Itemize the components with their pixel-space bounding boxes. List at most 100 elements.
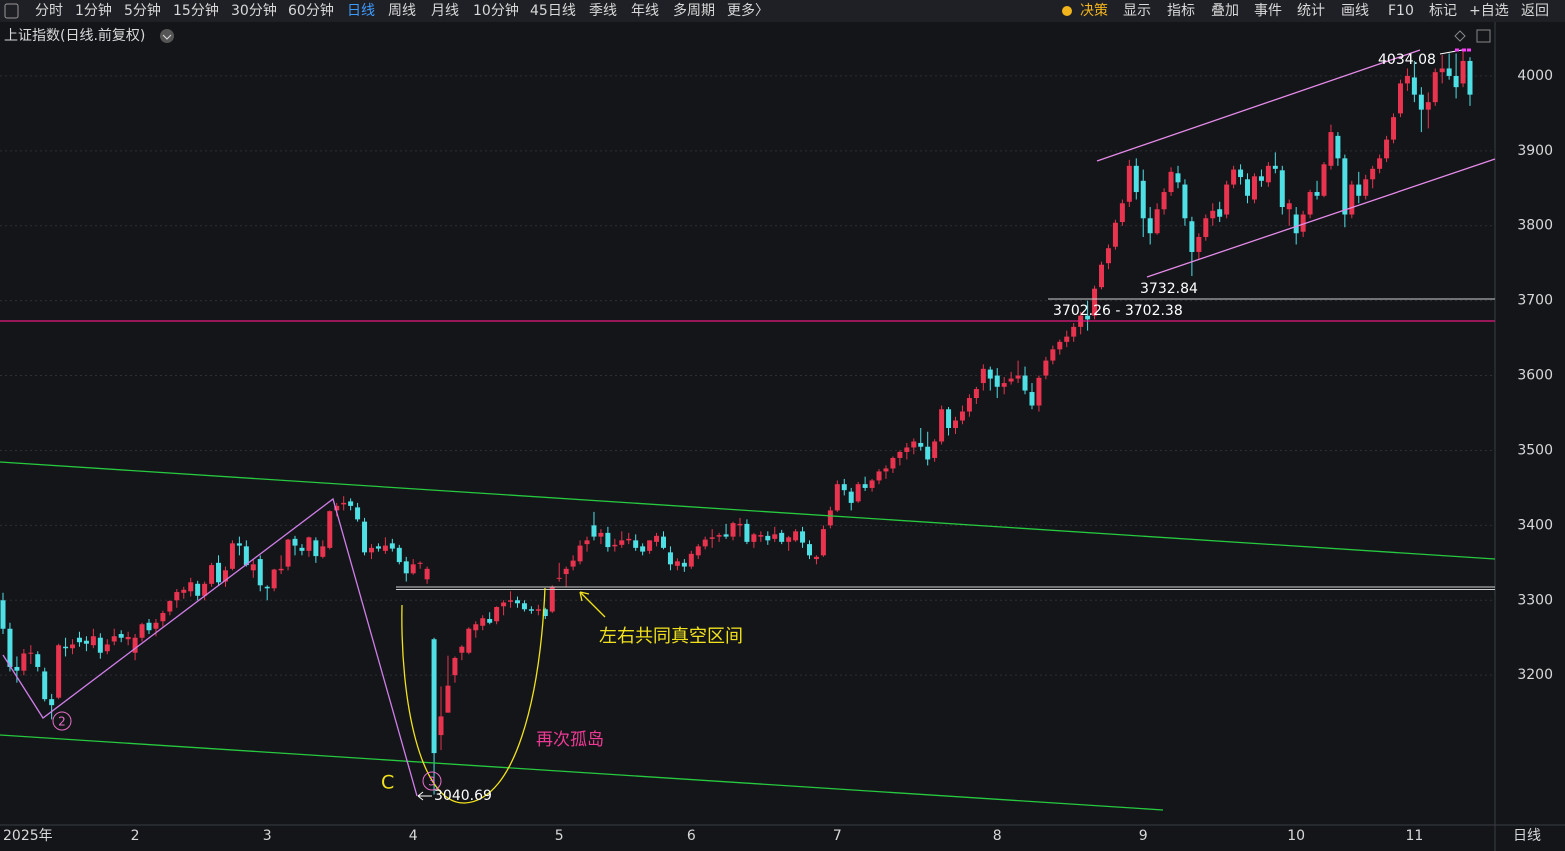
price-annotation: 4034.08: [1378, 52, 1436, 68]
channel-line: [1096, 49, 1421, 162]
candle-body: [1161, 192, 1167, 210]
candle-body: [1008, 378, 1014, 382]
candle-body: [278, 568, 284, 571]
candle-body: [1391, 117, 1397, 140]
candle-body: [70, 644, 76, 649]
toolbar-item[interactable]: 返回: [1521, 3, 1549, 19]
candle-body: [904, 447, 910, 452]
toolbar-item[interactable]: +自选: [1469, 3, 1509, 19]
toolbar-item[interactable]: 45日线: [530, 3, 576, 19]
note-arrow: [579, 591, 606, 618]
candle-body: [535, 609, 541, 611]
candle-body: [257, 559, 263, 586]
candle-body: [1105, 248, 1111, 264]
candle-body: [577, 545, 583, 562]
candle-body: [1182, 184, 1188, 219]
candle-body: [76, 637, 82, 643]
toolbar-item[interactable]: 标记: [1429, 3, 1457, 19]
candle-body: [800, 531, 806, 543]
candle-body: [619, 540, 625, 545]
y-tick-label: 3700: [1517, 293, 1553, 309]
window-icon[interactable]: [1476, 29, 1491, 43]
toolbar: [0, 0, 1565, 22]
candle-body: [1057, 341, 1063, 350]
candle-body: [285, 539, 291, 567]
toolbar-item[interactable]: 决策: [1080, 2, 1108, 19]
candle-body: [1168, 171, 1174, 193]
candle-body: [1446, 68, 1452, 76]
candle-body: [1335, 135, 1341, 159]
candle-body: [772, 534, 778, 539]
wave-circle: [52, 711, 72, 731]
candle-body: [35, 654, 41, 667]
candle-body: [42, 671, 48, 700]
candle-body: [1418, 94, 1424, 110]
candle-body: [1397, 83, 1403, 114]
plot-area: [0, 50, 1495, 795]
price-annotation: 3040.69: [434, 788, 492, 804]
candle-body: [779, 532, 785, 542]
candle-body: [654, 535, 660, 542]
candle-body: [1015, 375, 1021, 379]
candle-body: [681, 562, 687, 567]
candle-body: [1085, 315, 1091, 320]
y-tick-label: 3500: [1517, 442, 1553, 458]
toolbar-item[interactable]: 5分钟: [124, 2, 161, 19]
candle-body: [688, 553, 694, 567]
toolbar-item[interactable]: 分时: [35, 3, 63, 19]
x-tick-label: 2: [131, 828, 140, 844]
candle-body: [1384, 139, 1390, 159]
candle-body: [1404, 75, 1410, 84]
toolbar-item[interactable]: 月线: [431, 3, 459, 19]
toolbar-item[interactable]: 10分钟: [473, 2, 519, 19]
toolbar-item[interactable]: F10: [1388, 3, 1414, 19]
candle-body: [807, 544, 813, 556]
candle-body: [1356, 184, 1362, 196]
candle-body: [1140, 180, 1146, 219]
candle-body: [389, 543, 395, 549]
toolbar-item[interactable]: 季线: [589, 3, 617, 19]
toolbar-item[interactable]: 统计: [1297, 3, 1325, 19]
toolbar-item[interactable]: 周线: [388, 3, 416, 19]
candle-body: [737, 523, 743, 526]
candle-body: [563, 568, 569, 575]
toolbar-item[interactable]: 多周期: [673, 2, 715, 19]
candle-body: [431, 639, 437, 754]
price-annotation: 3732.84: [1140, 281, 1198, 297]
toolbar-item[interactable]: 显示: [1123, 3, 1151, 19]
toolbar-item[interactable]: 60分钟: [288, 2, 334, 19]
candle-body: [410, 564, 416, 574]
toolbar-item[interactable]: 30分钟: [231, 2, 277, 19]
toolbar-item[interactable]: 事件: [1254, 3, 1282, 19]
toolbar-item[interactable]: 15分钟: [173, 2, 219, 19]
candle-body: [348, 501, 354, 506]
wave-line: [2, 497, 418, 797]
candle-body: [264, 586, 270, 589]
toolbar-item[interactable]: 画线: [1341, 3, 1369, 19]
candle-body: [202, 583, 208, 596]
toolbar-item[interactable]: 年线: [631, 3, 659, 19]
candle-body: [605, 532, 611, 548]
wave-label: 3: [428, 775, 436, 789]
candle-body: [549, 586, 555, 612]
candle-body: [966, 398, 972, 412]
candle-body: [222, 570, 228, 582]
toolbar-item[interactable]: 日线: [347, 3, 375, 19]
candle-body: [744, 523, 750, 542]
candle-body: [1029, 392, 1035, 406]
candle-body: [320, 546, 326, 557]
toolbar-item[interactable]: 更多〉: [727, 2, 769, 19]
candle-body: [1043, 360, 1049, 376]
candle-body: [1251, 176, 1257, 200]
candle-body: [403, 561, 409, 574]
menu-icon[interactable]: [4, 3, 19, 19]
diamond-icon[interactable]: [1454, 30, 1466, 42]
toolbar-item[interactable]: 叠加: [1211, 3, 1239, 19]
trend-line: [0, 734, 1164, 811]
candle-body: [1092, 288, 1098, 316]
toolbar-item[interactable]: 1分钟: [75, 2, 112, 19]
title-dropdown[interactable]: [160, 29, 174, 43]
candle-body: [1224, 184, 1230, 215]
toolbar-item[interactable]: 指标: [1167, 3, 1195, 19]
